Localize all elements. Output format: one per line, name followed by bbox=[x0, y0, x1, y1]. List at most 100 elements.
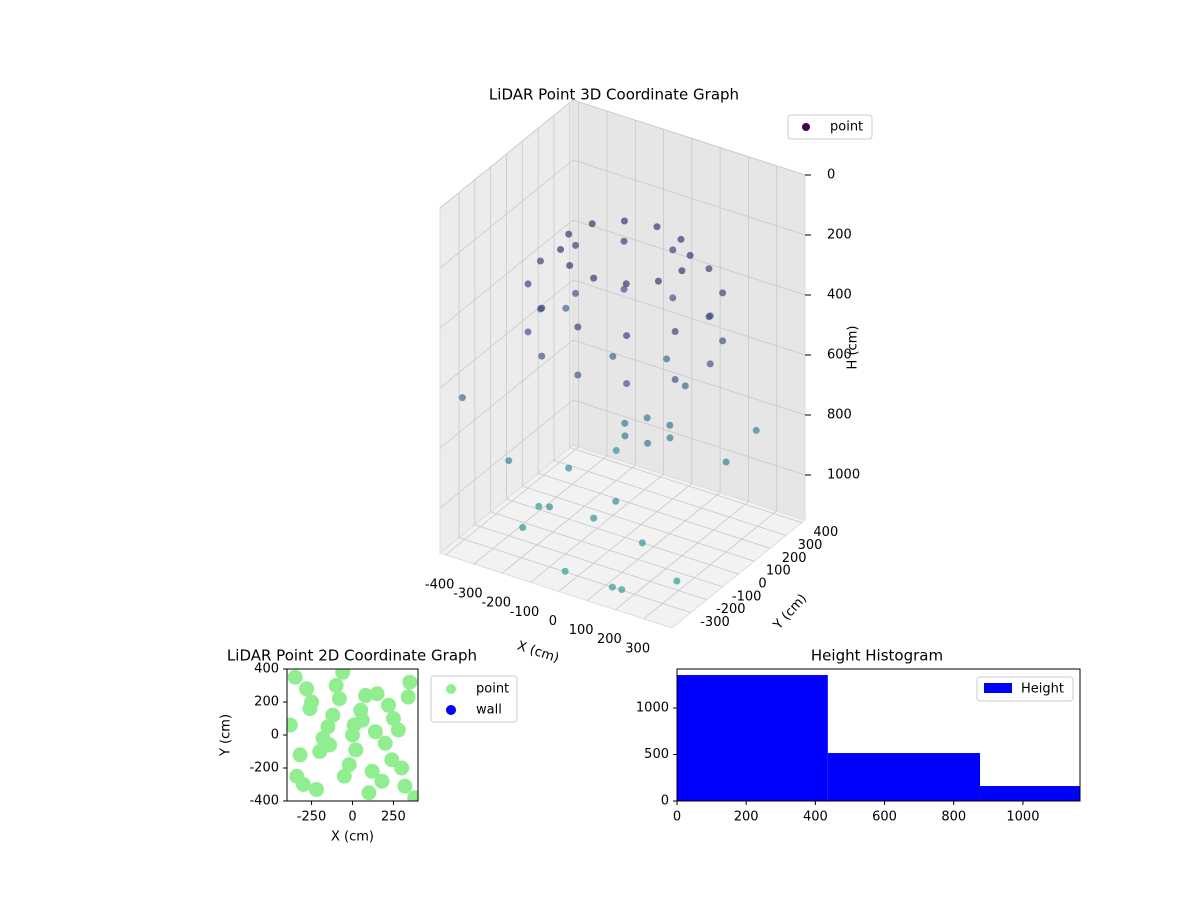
legend-marker bbox=[446, 684, 456, 694]
point bbox=[557, 245, 565, 253]
grid-line bbox=[490, 511, 723, 588]
point bbox=[546, 503, 554, 511]
z-axis-label: H (cm) bbox=[846, 326, 861, 370]
point bbox=[671, 327, 679, 335]
chart-title: LiDAR Point 3D Coordinate Graph bbox=[489, 86, 739, 104]
point bbox=[654, 277, 662, 285]
point bbox=[612, 497, 620, 505]
x-tick-label: 200 bbox=[734, 810, 759, 825]
point bbox=[458, 394, 466, 402]
point bbox=[336, 768, 352, 784]
x-tick-label: -300 bbox=[453, 586, 483, 601]
legend-box bbox=[430, 675, 518, 723]
point bbox=[289, 768, 305, 784]
point bbox=[519, 524, 527, 532]
grid-line bbox=[522, 485, 755, 562]
y-tick-label: -200 bbox=[249, 761, 279, 776]
point bbox=[402, 674, 418, 690]
y-tick-label: 500 bbox=[644, 747, 669, 762]
point bbox=[390, 722, 406, 738]
point bbox=[623, 380, 631, 388]
point bbox=[361, 785, 377, 801]
point bbox=[308, 781, 324, 797]
y-tick-label: 0 bbox=[661, 794, 669, 809]
point bbox=[705, 265, 713, 273]
y-axis-label: Y (cm) bbox=[219, 714, 234, 757]
legend-marker bbox=[802, 123, 810, 131]
point bbox=[663, 355, 671, 363]
grid-line bbox=[569, 447, 802, 523]
point bbox=[565, 230, 573, 238]
point bbox=[384, 752, 400, 768]
point bbox=[666, 421, 674, 429]
point bbox=[374, 773, 390, 789]
point bbox=[706, 360, 714, 368]
x-tick-label: 200 bbox=[597, 632, 622, 647]
point bbox=[331, 691, 347, 707]
point bbox=[719, 337, 727, 345]
point bbox=[669, 294, 677, 302]
z-tick-label: 400 bbox=[827, 288, 852, 303]
x-tick-label: 0 bbox=[549, 614, 557, 629]
x-tick-label: -100 bbox=[510, 605, 540, 620]
bar bbox=[980, 786, 1080, 801]
point bbox=[644, 439, 652, 447]
point bbox=[686, 251, 694, 259]
point bbox=[669, 246, 677, 254]
point bbox=[369, 686, 385, 702]
grid-line bbox=[572, 279, 806, 356]
x-tick-label: 0 bbox=[673, 810, 681, 825]
point bbox=[620, 217, 628, 225]
point bbox=[678, 267, 686, 275]
point bbox=[612, 447, 620, 455]
point bbox=[377, 735, 393, 751]
point bbox=[677, 235, 685, 243]
point bbox=[565, 464, 573, 472]
z-tick-label: 0 bbox=[827, 168, 835, 183]
point bbox=[346, 717, 362, 733]
point bbox=[341, 757, 357, 773]
plot-area bbox=[287, 669, 418, 801]
x-tick-label: 300 bbox=[625, 641, 650, 656]
point bbox=[574, 371, 582, 379]
point bbox=[643, 414, 651, 422]
point bbox=[608, 583, 616, 591]
grid-line bbox=[439, 99, 574, 209]
point bbox=[620, 285, 628, 293]
grid-line bbox=[439, 399, 574, 509]
point bbox=[622, 280, 630, 288]
x-tick-label: -400 bbox=[425, 577, 455, 592]
y-tick-label: -300 bbox=[700, 615, 730, 630]
point bbox=[381, 697, 397, 713]
z-tick-label: 800 bbox=[827, 408, 852, 423]
chart-histogram: Height 0 200 400 600 800 1000 0 500 1000 bbox=[636, 668, 1081, 825]
y-tick-label: 200 bbox=[782, 551, 807, 566]
point bbox=[385, 711, 401, 726]
point bbox=[588, 220, 596, 228]
point bbox=[566, 262, 574, 270]
grid-line bbox=[439, 159, 574, 269]
point bbox=[681, 382, 689, 390]
point bbox=[621, 432, 629, 440]
point bbox=[535, 502, 543, 510]
point bbox=[536, 305, 544, 313]
grid-line bbox=[439, 279, 574, 389]
x-tick-label: -250 bbox=[297, 810, 327, 825]
y-tick-label: 200 bbox=[254, 695, 279, 710]
x-tick-label: 600 bbox=[872, 810, 897, 825]
point bbox=[505, 457, 513, 465]
y-tick-label: 1000 bbox=[636, 701, 669, 716]
legend-marker bbox=[984, 683, 1012, 693]
point bbox=[572, 289, 580, 297]
point bbox=[358, 687, 374, 703]
y-tick-label: 400 bbox=[813, 525, 838, 540]
point bbox=[574, 323, 582, 331]
x-tick-label: 250 bbox=[381, 810, 406, 825]
point bbox=[722, 458, 730, 466]
point bbox=[292, 747, 308, 763]
point bbox=[397, 778, 413, 794]
grid-line bbox=[572, 159, 806, 236]
point bbox=[524, 328, 532, 336]
z-tick-label: 1000 bbox=[827, 468, 860, 483]
